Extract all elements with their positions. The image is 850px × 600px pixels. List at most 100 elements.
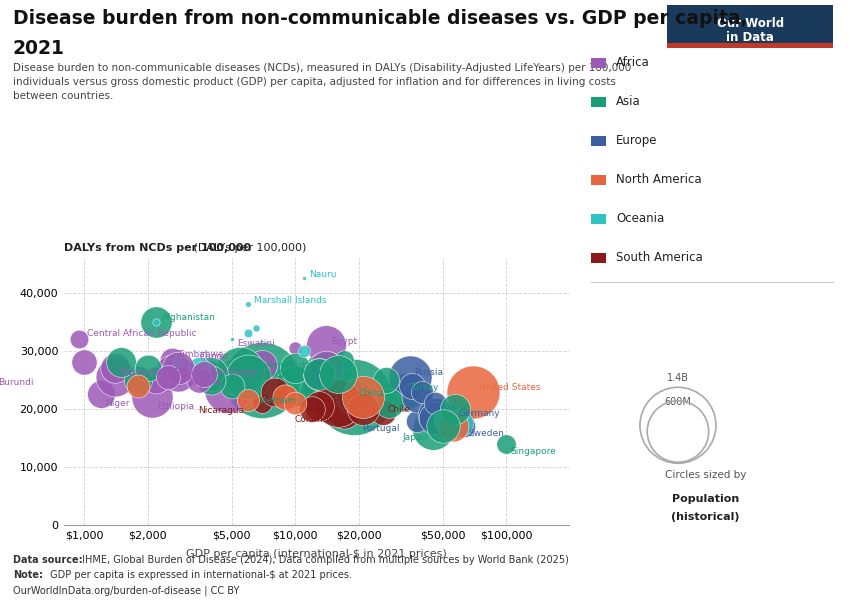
Point <box>204 369 218 379</box>
Point <box>436 422 450 431</box>
Point <box>73 334 87 344</box>
Point <box>256 361 269 370</box>
Text: 600M: 600M <box>665 397 691 407</box>
Point <box>145 392 159 402</box>
Text: DALYs from NCDs per 100,000: DALYs from NCDs per 100,000 <box>64 243 251 253</box>
Point <box>312 369 326 379</box>
Point <box>77 358 91 367</box>
Point <box>279 392 292 402</box>
Point <box>234 367 247 376</box>
Point <box>416 386 429 396</box>
Point <box>426 424 439 434</box>
Point <box>172 369 185 379</box>
Point <box>234 358 247 367</box>
Point <box>405 381 419 391</box>
Point <box>319 372 332 382</box>
Bar <box>667 43 833 48</box>
Point <box>268 386 281 396</box>
Point <box>347 392 360 402</box>
Point <box>249 323 263 332</box>
Point <box>446 422 460 431</box>
Point <box>172 364 185 373</box>
Point <box>436 416 450 425</box>
Point <box>256 375 269 385</box>
Point <box>467 386 480 396</box>
Text: IHME, Global Burden of Disease (2024); Data compiled from multiple sources by Wo: IHME, Global Burden of Disease (2024); D… <box>79 555 569 565</box>
Text: Nauru: Nauru <box>309 271 337 280</box>
Point <box>172 358 185 367</box>
Point <box>45 378 59 388</box>
Point <box>312 389 326 399</box>
Point <box>115 358 128 367</box>
Text: Portugal: Portugal <box>362 424 399 433</box>
Point <box>224 334 238 344</box>
Text: Burundi: Burundi <box>0 378 33 387</box>
Point <box>428 410 442 419</box>
X-axis label: GDP per capita (international-$ in 2021 prices): GDP per capita (international-$ in 2021 … <box>186 549 447 559</box>
Text: in Data: in Data <box>726 31 774 44</box>
Point <box>288 381 302 391</box>
Point <box>150 375 163 385</box>
Point <box>379 375 393 385</box>
Text: North America: North America <box>616 173 702 186</box>
Point <box>288 364 302 373</box>
Point <box>162 372 175 382</box>
Point <box>305 404 319 414</box>
Text: Turkey: Turkey <box>409 383 439 392</box>
Text: Singapore: Singapore <box>511 447 556 456</box>
Point <box>221 384 235 394</box>
Text: Nicaragua: Nicaragua <box>198 406 244 415</box>
Point <box>452 419 466 428</box>
Point <box>165 367 178 376</box>
Point <box>448 413 462 422</box>
Point <box>332 398 345 408</box>
Point <box>131 375 145 385</box>
Point <box>439 416 453 425</box>
Text: Eswatini: Eswatini <box>237 340 275 349</box>
Text: China: China <box>359 389 384 398</box>
Point <box>337 355 350 364</box>
Point <box>224 369 238 379</box>
Text: 1.4B: 1.4B <box>667 373 689 383</box>
Text: India: India <box>267 370 289 379</box>
Text: Central African Republic: Central African Republic <box>87 329 196 338</box>
Point <box>94 389 108 399</box>
Text: Democratic Republic of Congo: Democratic Republic of Congo <box>121 368 258 377</box>
Point <box>319 364 332 373</box>
Text: Colombia: Colombia <box>295 415 337 424</box>
Point <box>241 299 255 309</box>
Text: Niger: Niger <box>105 399 130 408</box>
Point <box>356 392 370 402</box>
Point <box>165 355 178 364</box>
Point <box>131 381 145 391</box>
Point <box>192 375 206 385</box>
Point <box>398 386 411 396</box>
Text: Circles sized by: Circles sized by <box>665 470 746 480</box>
Text: GDP per capita is expressed in international-$ at 2021 prices.: GDP per capita is expressed in internati… <box>47 570 352 580</box>
Point <box>241 395 255 405</box>
Point <box>376 407 389 416</box>
Point <box>356 404 370 414</box>
Text: Africa: Africa <box>616 56 650 69</box>
Point <box>428 413 442 422</box>
Point <box>332 369 345 379</box>
Point <box>288 343 302 353</box>
Point <box>234 375 247 385</box>
Point <box>382 398 396 408</box>
Point <box>297 346 310 356</box>
Text: Europe: Europe <box>616 134 658 147</box>
Text: Chile: Chile <box>387 405 410 414</box>
Text: 2021: 2021 <box>13 39 65 58</box>
Text: Our World: Our World <box>717 17 784 31</box>
Point <box>403 372 416 382</box>
Point <box>108 372 122 382</box>
Point <box>279 392 292 402</box>
Text: Congo: Congo <box>200 352 229 361</box>
Point <box>672 421 685 430</box>
Text: United States: United States <box>479 383 541 392</box>
Point <box>204 375 218 385</box>
Text: Data source:: Data source: <box>13 555 82 565</box>
Point <box>312 401 326 411</box>
Point <box>312 369 326 379</box>
Point <box>241 372 255 382</box>
